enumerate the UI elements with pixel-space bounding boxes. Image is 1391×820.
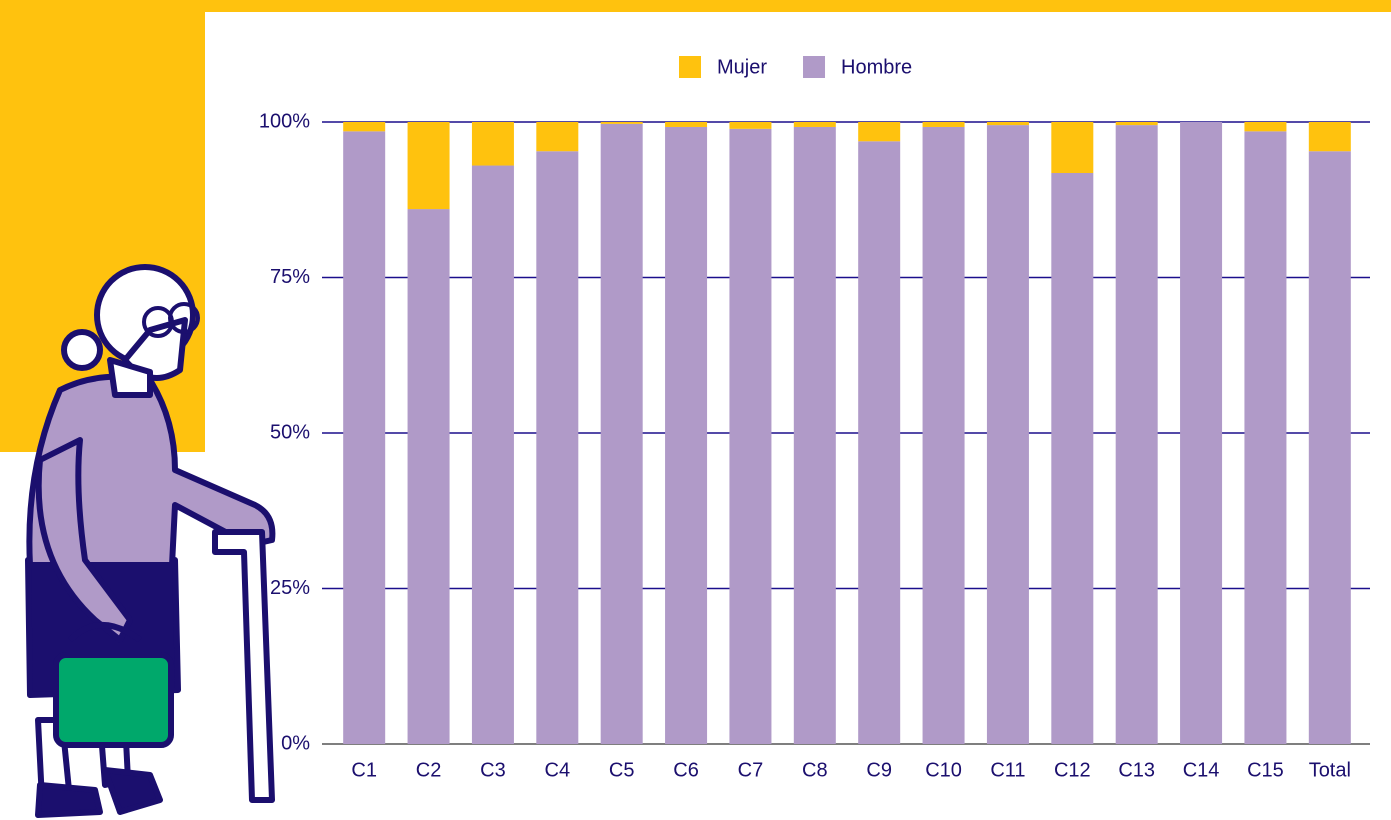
bar-segment — [343, 122, 386, 132]
top-band — [0, 0, 1391, 12]
bar-segment — [793, 122, 836, 127]
y-tick-label: 75% — [270, 266, 310, 288]
bar-segment — [1308, 151, 1351, 744]
x-tick-label: C9 — [866, 759, 892, 781]
bar-segment — [600, 123, 643, 745]
x-tick-label: C15 — [1247, 759, 1284, 781]
bar-segment — [536, 122, 579, 152]
legend-label: Mujer — [717, 56, 767, 78]
y-tick-label: 50% — [270, 421, 310, 443]
bar-segment — [1115, 122, 1158, 126]
bar-segment — [858, 141, 901, 745]
y-tick-label: 25% — [270, 577, 310, 599]
x-tick-label: C12 — [1054, 759, 1091, 781]
legend-swatch — [803, 56, 826, 78]
x-tick-label: C8 — [802, 759, 828, 781]
bar-segment — [858, 122, 901, 142]
x-tick-label: C5 — [609, 759, 635, 781]
bar-segment — [407, 209, 450, 744]
bar-segment — [729, 122, 772, 129]
bar-segment — [1051, 173, 1094, 744]
bar-segment — [536, 151, 579, 744]
x-tick-label: C10 — [925, 759, 962, 781]
bar-segment — [665, 122, 708, 127]
x-tick-label: C1 — [351, 759, 377, 781]
bar-segment — [1115, 125, 1158, 745]
illustration — [25, 264, 276, 818]
legend-label: Hombre — [841, 56, 912, 78]
bar-segment — [922, 122, 965, 127]
plot-area: 0% 25% 50% 75% 100% Mujer Hombre C1 C2 C3 C4 C5 C6 C7… — [259, 56, 1370, 781]
x-tick-label: C13 — [1118, 759, 1155, 781]
bar-segment — [1180, 122, 1223, 744]
x-tick-label: C6 — [673, 759, 699, 781]
x-tick-label: C2 — [416, 759, 442, 781]
y-tick-label: 0% — [281, 732, 310, 754]
bar-segment — [986, 125, 1029, 745]
x-tick-label: C7 — [738, 759, 764, 781]
y-tick-label: 100% — [259, 110, 310, 132]
x-tick-label: C3 — [480, 759, 506, 781]
bar-segment — [922, 126, 965, 744]
bar-segment — [1051, 122, 1094, 174]
bar-segment — [729, 128, 772, 745]
bar-segment — [343, 131, 386, 744]
bar-segment — [1308, 122, 1351, 152]
bar-segment — [471, 122, 514, 166]
bar-segment — [600, 122, 643, 124]
x-tick-label: Total — [1309, 759, 1351, 781]
bar-segment — [407, 122, 450, 210]
bar-segment — [1244, 122, 1287, 132]
bar-segment — [1244, 131, 1287, 744]
bar-segment — [986, 122, 1029, 126]
bar-segment — [665, 126, 708, 744]
bar-segment — [793, 126, 836, 744]
x-tick-label: C4 — [545, 759, 571, 781]
legend-swatch — [679, 56, 701, 78]
bar-segment — [471, 165, 514, 745]
x-tick-label: C14 — [1183, 759, 1220, 781]
x-tick-label: C11 — [990, 759, 1025, 781]
